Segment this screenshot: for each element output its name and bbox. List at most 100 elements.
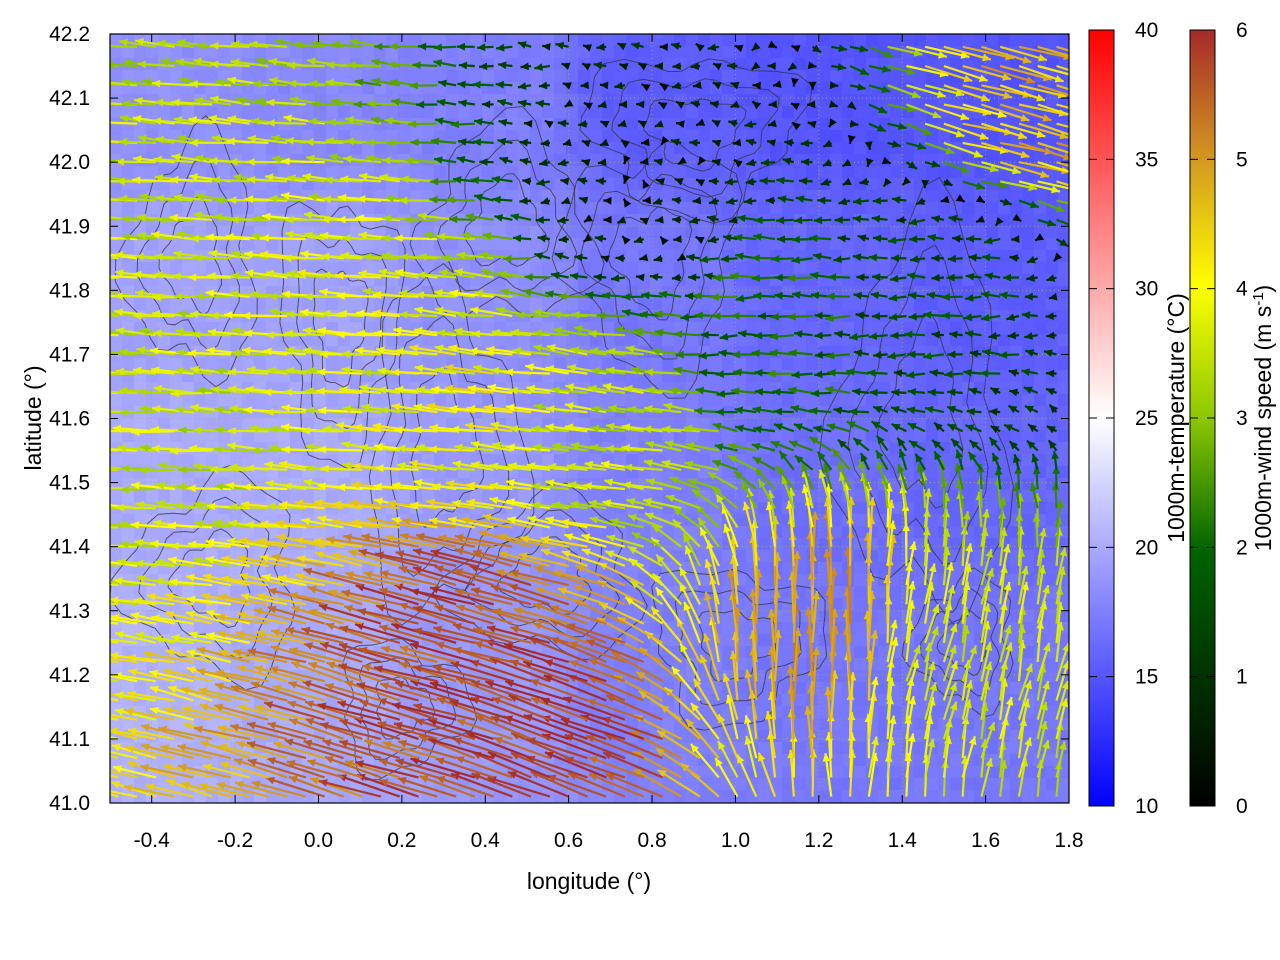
temperature-cell (782, 634, 795, 647)
temperature-cell (854, 754, 867, 767)
temperature-cell (122, 586, 135, 599)
temperature-cell (218, 454, 231, 467)
temperature-cell (746, 238, 759, 251)
temperature-cell (794, 226, 807, 239)
temperature-cell (650, 358, 663, 371)
temperature-cell (494, 502, 507, 515)
temperature-cell (674, 262, 687, 275)
temperature-cell (158, 70, 171, 83)
temperature-cell (122, 46, 135, 59)
temperature-cell (758, 166, 771, 179)
temperature-cell (434, 106, 447, 119)
temperature-cell (794, 82, 807, 95)
temperature-cell (506, 82, 519, 95)
temperature-cell (566, 58, 579, 71)
temperature-cell (650, 82, 663, 95)
temperature-cell (1022, 514, 1035, 527)
temperature-cell (410, 70, 423, 83)
temperature-cell (602, 58, 615, 71)
temperature-cell (662, 358, 675, 371)
temperature-cell (710, 322, 723, 335)
temperature-cell (662, 550, 675, 563)
temperature-cell (158, 106, 171, 119)
temperature-cell (134, 202, 147, 215)
temperature-cell (1046, 58, 1059, 71)
temperature-cell (158, 622, 171, 635)
temperature-cell (470, 394, 483, 407)
temperature-cell (698, 298, 711, 311)
temperature-cell (326, 526, 339, 539)
temperature-cell (878, 202, 891, 215)
temperature-cell (818, 358, 831, 371)
temperature-cell (494, 238, 507, 251)
temperature-cell (458, 394, 471, 407)
temperature-cell (638, 262, 651, 275)
temperature-cell (422, 94, 435, 107)
temperature-cell (146, 466, 159, 479)
temperature-cell (146, 454, 159, 467)
temperature-cell (122, 394, 135, 407)
temperature-cell (902, 34, 915, 47)
temperature-cell (218, 166, 231, 179)
temperature-cell (122, 202, 135, 215)
temperature-cell (722, 298, 735, 311)
temperature-cell (1022, 526, 1035, 539)
temperature-cell (866, 106, 879, 119)
temperature-cell (158, 202, 171, 215)
temperature-cell (938, 202, 951, 215)
temperature-cell (650, 238, 663, 251)
temperature-cell (914, 262, 927, 275)
temperature-cell (746, 430, 759, 443)
temperature-cell (854, 106, 867, 119)
temperature-cell (134, 682, 147, 695)
temperature-cell (194, 70, 207, 83)
temperature-cell (950, 766, 963, 779)
temperature-cell (914, 298, 927, 311)
temperature-cell (914, 370, 927, 383)
temperature-cell (1058, 34, 1069, 47)
temperature-cell (482, 106, 495, 119)
temperature-cell (938, 430, 951, 443)
temperature-cell (698, 82, 711, 95)
temperature-cell (662, 262, 675, 275)
temperature-cell (686, 526, 699, 539)
temperature-cell (890, 154, 903, 167)
temperature-cell (1022, 502, 1035, 515)
temperature-cell (1022, 298, 1035, 311)
temperature-cell (170, 202, 183, 215)
temperature-cell (806, 154, 819, 167)
temperature-cell (734, 142, 747, 155)
temperature-cell (974, 358, 987, 371)
temperature-cell (266, 202, 279, 215)
temperature-cell (398, 106, 411, 119)
temperature-cell (1022, 34, 1035, 47)
temperature-cell (374, 202, 387, 215)
temperature-cell (470, 46, 483, 59)
temperature-cell (854, 502, 867, 515)
temperature-cell (794, 502, 807, 515)
temperature-cell (794, 34, 807, 47)
temperature-cell (326, 358, 339, 371)
temperature-cell (890, 34, 903, 47)
temperature-cell (926, 94, 939, 107)
temperature-cell (626, 130, 639, 143)
temperature-cell (650, 298, 663, 311)
temperature-cell (434, 394, 447, 407)
temperature-cell (614, 394, 627, 407)
temperature-cell (146, 298, 159, 311)
temperature-cell (746, 262, 759, 275)
temperature-cell (950, 202, 963, 215)
temperature-cell (506, 130, 519, 143)
temperature-cell (974, 550, 987, 563)
temperature-cell (866, 178, 879, 191)
temperature-cell (386, 142, 399, 155)
temperature-cell (770, 154, 783, 167)
temperature-cell (854, 154, 867, 167)
temperature-cell (398, 94, 411, 107)
temperature-cell (902, 358, 915, 371)
temperature-cell (374, 394, 387, 407)
temperature-cell (890, 394, 903, 407)
temperature-cell (806, 202, 819, 215)
temperature-cell (1022, 490, 1035, 503)
temperature-cell (542, 58, 555, 71)
